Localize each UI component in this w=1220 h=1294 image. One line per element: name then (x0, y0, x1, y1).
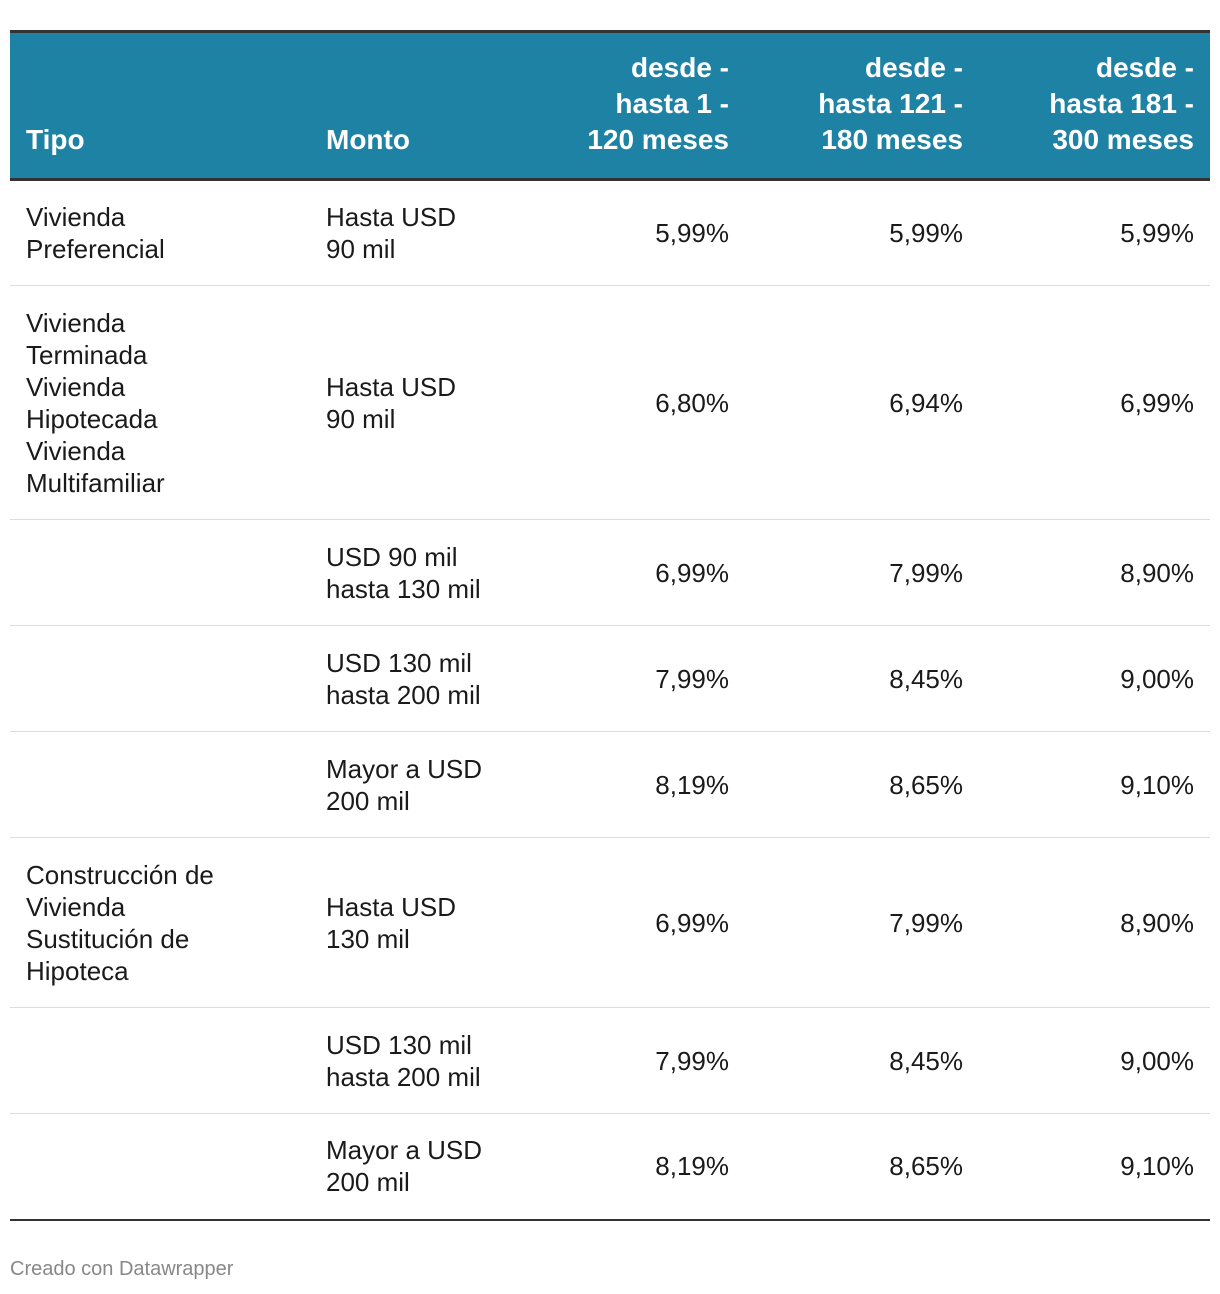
table-row: Vivienda Preferencial Hasta USD 90 mil 5,99%… (10, 179, 1210, 286)
cell-tipo (10, 519, 310, 626)
header-plazo-1-120[interactable]: desde - hasta 1 -120 meses (540, 30, 745, 181)
cell-monto: Hasta USD 90 mil (310, 179, 540, 286)
cell-rate-121-180: 5,99% (745, 179, 979, 286)
cell-rate-121-180: 7,99% (745, 837, 979, 1008)
cell-rate-181-300: 8,90% (979, 519, 1210, 626)
cell-rate-1-120: 7,99% (540, 1007, 745, 1114)
cell-rate-121-180: 8,65% (745, 1113, 979, 1221)
header-plazo-181-300[interactable]: desde - hasta 181 -300 meses (979, 30, 1210, 181)
header-tipo[interactable]: Tipo (10, 30, 310, 181)
cell-rate-181-300: 8,90% (979, 837, 1210, 1008)
cell-rate-181-300: 9,00% (979, 1007, 1210, 1114)
cell-tipo: Vivienda Terminada Vivienda Hipotecada Vivie… (10, 285, 310, 520)
cell-rate-1-120: 8,19% (540, 731, 745, 838)
cell-rate-181-300: 9,10% (979, 1113, 1210, 1221)
cell-rate-181-300: 9,10% (979, 731, 1210, 838)
table-row: Mayor a USD 200 mil 8,19% 8,65% 9,10% (10, 731, 1210, 838)
cell-monto: USD 90 mil hasta 130 mil (310, 519, 540, 626)
cell-tipo (10, 625, 310, 732)
footer-credit[interactable]: Creado con Datawrapper (10, 1258, 234, 1280)
table-row: USD 130 mil hasta 200 mil 7,99% 8,45% 9,00% (10, 1007, 1210, 1114)
cell-tipo: Vivienda Preferencial (10, 179, 310, 286)
table-row: Mayor a USD 200 mil 8,19% 8,65% 9,10% (10, 1113, 1210, 1221)
table-row: Vivienda Terminada Vivienda Hipotecada Vivie… (10, 285, 1210, 520)
cell-rate-181-300: 9,00% (979, 625, 1210, 732)
cell-rate-121-180: 8,45% (745, 1007, 979, 1114)
rates-table: Tipo Monto desde - hasta 1 -120 meses des… (10, 30, 1210, 1221)
cell-rate-121-180: 7,99% (745, 519, 979, 626)
cell-rate-181-300: 5,99% (979, 179, 1210, 286)
cell-rate-1-120: 6,80% (540, 285, 745, 520)
cell-rate-1-120: 8,19% (540, 1113, 745, 1221)
cell-tipo (10, 1007, 310, 1114)
table-row: USD 130 mil hasta 200 mil 7,99% 8,45% 9,00% (10, 625, 1210, 732)
cell-rate-1-120: 5,99% (540, 179, 745, 286)
table-row: USD 90 mil hasta 130 mil 6,99% 7,99% 8,90% (10, 519, 1210, 626)
table-row: Construcción de Vivienda Sustitución de Hip… (10, 837, 1210, 1008)
cell-rate-1-120: 7,99% (540, 625, 745, 732)
cell-rate-121-180: 6,94% (745, 285, 979, 520)
header-monto[interactable]: Monto (310, 30, 540, 181)
cell-tipo (10, 1113, 310, 1221)
cell-monto: USD 130 mil hasta 200 mil (310, 625, 540, 732)
cell-monto: Hasta USD 90 mil (310, 285, 540, 520)
cell-rate-1-120: 6,99% (540, 519, 745, 626)
header-row: Tipo Monto desde - hasta 1 -120 meses des… (10, 30, 1210, 181)
table-body: Vivienda Preferencial Hasta USD 90 mil 5,99%… (10, 179, 1210, 1221)
cell-monto: Mayor a USD 200 mil (310, 731, 540, 838)
cell-rate-121-180: 8,45% (745, 625, 979, 732)
header-plazo-121-180[interactable]: desde - hasta 121 -180 meses (745, 30, 979, 181)
table-header: Tipo Monto desde - hasta 1 -120 meses des… (10, 30, 1210, 181)
cell-rate-1-120: 6,99% (540, 837, 745, 1008)
cell-rate-181-300: 6,99% (979, 285, 1210, 520)
cell-tipo (10, 731, 310, 838)
rates-table-container: Tipo Monto desde - hasta 1 -120 meses des… (10, 30, 1210, 1221)
cell-monto: Hasta USD 130 mil (310, 837, 540, 1008)
cell-tipo: Construcción de Vivienda Sustitución de Hip… (10, 837, 310, 1008)
cell-rate-121-180: 8,65% (745, 731, 979, 838)
cell-monto: Mayor a USD 200 mil (310, 1113, 540, 1221)
cell-monto: USD 130 mil hasta 200 mil (310, 1007, 540, 1114)
